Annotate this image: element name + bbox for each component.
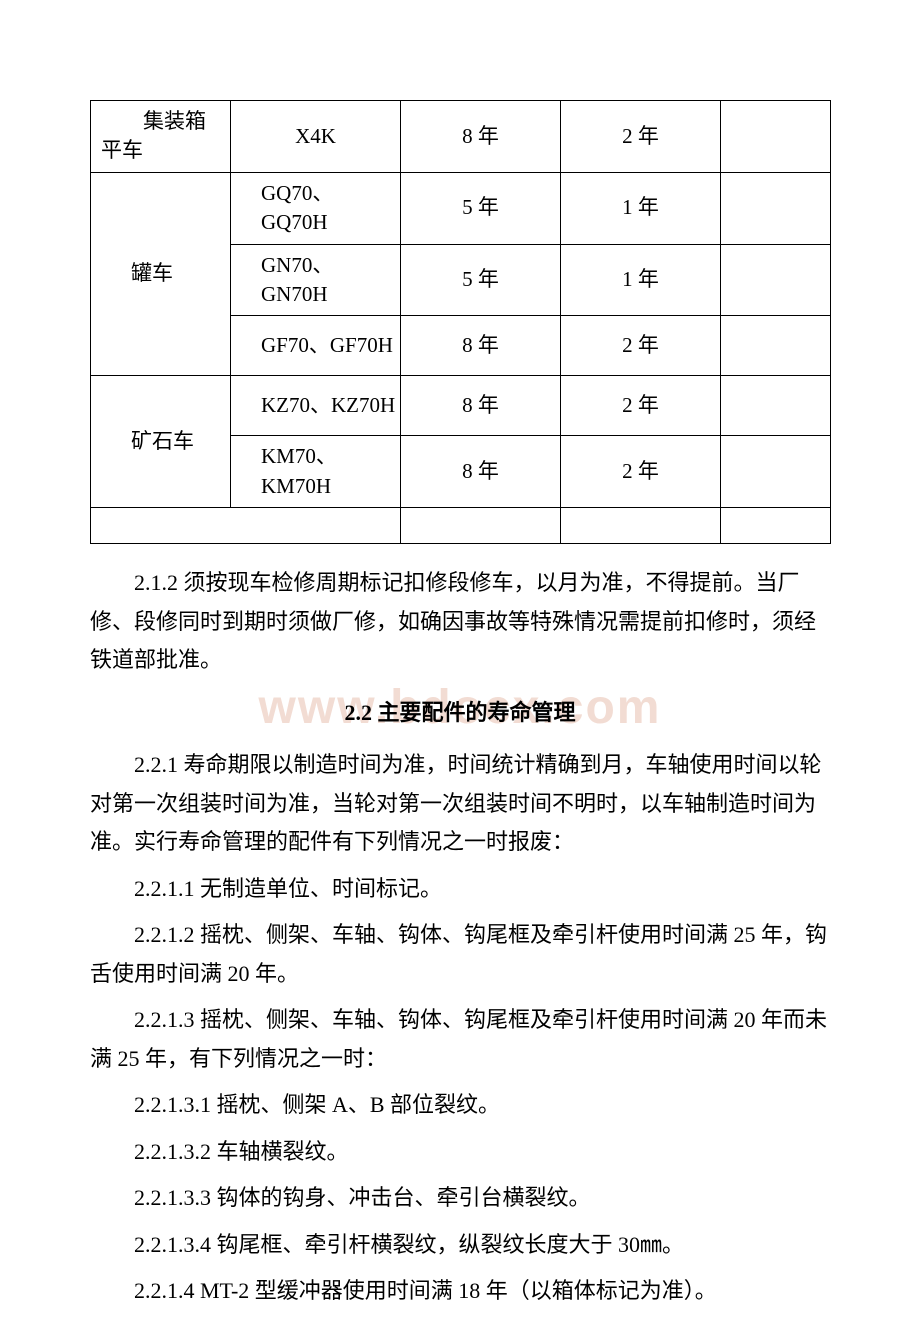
cell-blank <box>561 508 721 544</box>
cell-blank <box>401 508 561 544</box>
cell-col4: 2 年 <box>561 376 721 436</box>
cell-col4: 2 年 <box>561 101 721 173</box>
cell-col3: 8 年 <box>401 376 561 436</box>
table-row-blank <box>91 508 831 544</box>
cell-col5 <box>721 172 831 244</box>
cell-blank <box>91 508 401 544</box>
cell-col4: 2 年 <box>561 436 721 508</box>
table-row: 矿石车 KZ70、KZ70H 8 年 2 年 <box>91 376 831 436</box>
cell-category: 矿石车 <box>91 376 231 508</box>
cell-model: X4K <box>231 101 401 173</box>
paragraph: 2.2.1.3.1 摇枕、侧架 A、B 部位裂纹。 <box>90 1086 830 1125</box>
paragraph: 2.1.2 须按现车检修周期标记扣修段修车，以月为准，不得提前。当厂修、段修同时… <box>90 564 830 680</box>
paragraph: 2.2.1.3.2 车轴横裂纹。 <box>90 1133 830 1172</box>
cell-col5 <box>721 316 831 376</box>
cell-model: KZ70、KZ70H <box>231 376 401 436</box>
table-body: 集装箱平车 X4K 8 年 2 年 罐车 GQ70、GQ70H 5 年 1 年 … <box>91 101 831 544</box>
cell-col3: 8 年 <box>401 101 561 173</box>
cell-col4: 2 年 <box>561 316 721 376</box>
cell-col4: 1 年 <box>561 244 721 316</box>
paragraph: 2.2.1.3.4 钩尾框、牵引杆横裂纹，纵裂纹长度大于 30㎜。 <box>90 1226 830 1265</box>
document-body: 2.1.2 须按现车检修周期标记扣修段修车，以月为准，不得提前。当厂修、段修同时… <box>90 564 830 1311</box>
paragraph: 2.2.1.2 摇枕、侧架、车轴、钩体、钩尾框及牵引杆使用时间满 25 年，钩舌… <box>90 916 830 993</box>
paragraph: 2.2.1 寿命期限以制造时间为准，时间统计精确到月，车轴使用时间以轮对第一次组… <box>90 746 830 862</box>
cell-col5 <box>721 244 831 316</box>
cell-col5 <box>721 101 831 173</box>
cell-category: 集装箱平车 <box>91 101 231 173</box>
cell-model: KM70、KM70H <box>231 436 401 508</box>
cell-col4: 1 年 <box>561 172 721 244</box>
paragraph: 2.2.1.3 摇枕、侧架、车轴、钩体、钩尾框及牵引杆使用时间满 20 年而未满… <box>90 1001 830 1078</box>
cell-model: GN70、GN70H <box>231 244 401 316</box>
maintenance-period-table: 集装箱平车 X4K 8 年 2 年 罐车 GQ70、GQ70H 5 年 1 年 … <box>90 100 831 544</box>
cell-col3: 5 年 <box>401 172 561 244</box>
paragraph: 2.2.1.4 MT-2 型缓冲器使用时间满 18 年（以箱体标记为准）。 <box>90 1272 830 1311</box>
section-heading: 2.2 主要配件的寿命管理 <box>90 694 830 733</box>
cell-model: GF70、GF70H <box>231 316 401 376</box>
paragraph: 2.2.1.1 无制造单位、时间标记。 <box>90 870 830 909</box>
cell-col5 <box>721 376 831 436</box>
cell-blank <box>721 508 831 544</box>
cell-col3: 5 年 <box>401 244 561 316</box>
paragraph: 2.2.1.3.3 钩体的钩身、冲击台、牵引台横裂纹。 <box>90 1179 830 1218</box>
table-row: 集装箱平车 X4K 8 年 2 年 <box>91 101 831 173</box>
table-row: 罐车 GQ70、GQ70H 5 年 1 年 <box>91 172 831 244</box>
cell-model: GQ70、GQ70H <box>231 172 401 244</box>
cell-col3: 8 年 <box>401 436 561 508</box>
cell-col3: 8 年 <box>401 316 561 376</box>
cell-category: 罐车 <box>91 172 231 376</box>
cell-col5 <box>721 436 831 508</box>
